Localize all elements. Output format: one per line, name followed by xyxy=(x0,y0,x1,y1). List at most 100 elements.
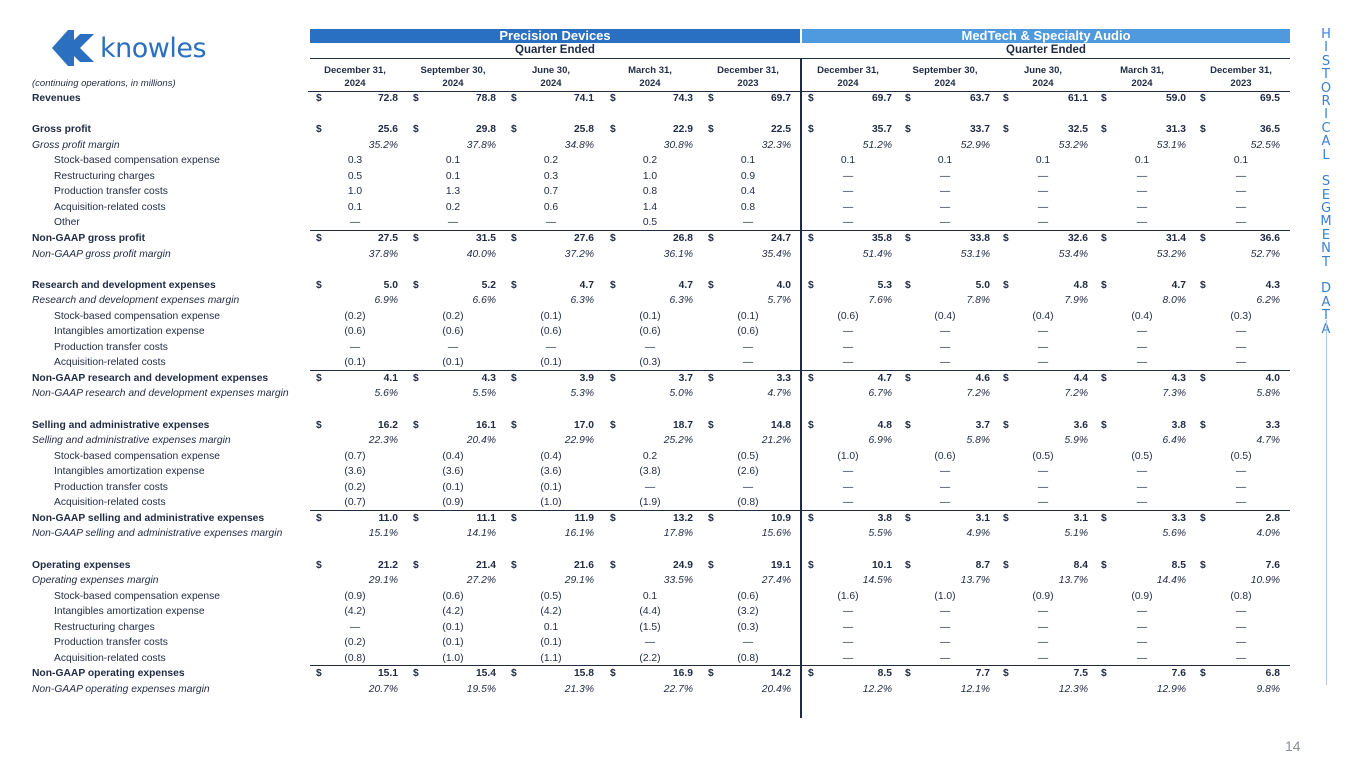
dollar-sign: $ xyxy=(808,419,814,431)
cell-value: 0.2 xyxy=(642,450,658,462)
cell-value: 24.7 xyxy=(770,232,791,244)
dollar-sign: $ xyxy=(905,372,911,384)
cell-value: (4.2) xyxy=(344,606,366,618)
segment-header-medtech: MedTech & Specialty Audio xyxy=(802,29,1290,43)
cell-value: 15.8 xyxy=(573,668,594,680)
table-row: Production transfer costs — — — — — — — — — — xyxy=(32,340,1292,356)
side-title-letter: S xyxy=(1321,174,1333,190)
cell-value: 0.1 xyxy=(347,201,363,213)
cell-value: (0.6) xyxy=(837,310,859,322)
column-header-date: June 30, xyxy=(531,65,571,76)
cell-value: 3.9 xyxy=(579,372,594,384)
cell-value: — xyxy=(1037,652,1049,664)
side-title-letter: I xyxy=(1324,40,1330,56)
table-row: Intangibles amortization expense (0.6) (0.… xyxy=(32,324,1292,340)
cell-value: 7.6 xyxy=(1171,668,1186,680)
cell-value: 10.1 xyxy=(871,559,892,571)
cell-value: 10.9 xyxy=(770,512,791,524)
cell-value: — xyxy=(939,481,951,493)
cell-value: (0.1) xyxy=(442,637,464,649)
cell-value: — xyxy=(742,217,754,229)
dollar-sign: $ xyxy=(316,279,322,291)
cell-value: 7.2% xyxy=(1064,388,1088,400)
cell-value: — xyxy=(842,481,854,493)
table-row: Non-GAAP operating expenses margin 20.7% 1… xyxy=(32,682,1292,698)
column-header-date: December 31, xyxy=(717,65,779,76)
cell-value: 31.3 xyxy=(1165,124,1186,136)
cell-value: 0.5 xyxy=(347,170,363,182)
cell-value: 4.7 xyxy=(1171,279,1186,291)
cell-value: (1.0) xyxy=(540,497,562,509)
cell-value: 12.2% xyxy=(862,683,892,695)
row-label: Production transfer costs xyxy=(54,481,168,493)
cell-value: 53.1% xyxy=(960,248,990,260)
row-label: Non-GAAP research and development expens… xyxy=(32,372,269,384)
side-title-letter: O xyxy=(1320,80,1334,96)
table-row: Stock-based compensation expense (0.9) (0.… xyxy=(32,589,1292,605)
dollar-sign: $ xyxy=(708,372,714,384)
cell-value: (0.7) xyxy=(344,497,366,509)
cell-value: 0.1 xyxy=(642,590,658,602)
cell-value: 4.7% xyxy=(767,388,791,400)
cell-value: — xyxy=(1235,652,1247,664)
cell-value: — xyxy=(939,606,951,618)
dollar-sign: $ xyxy=(413,559,419,571)
cell-value: (3.6) xyxy=(344,466,366,478)
cell-value: (0.1) xyxy=(737,310,759,322)
column-header-date: March 31, xyxy=(628,65,672,76)
cell-value: — xyxy=(1037,466,1049,478)
column-header: March 31, 2024 xyxy=(1097,64,1187,90)
cell-value: (1.6) xyxy=(837,590,859,602)
dollar-sign: $ xyxy=(1101,232,1107,244)
cell-value: (1.0) xyxy=(442,652,464,664)
cell-value: (0.1) xyxy=(442,357,464,369)
cell-value: 7.6 xyxy=(1265,559,1280,571)
cell-value: — xyxy=(842,326,854,338)
cell-value: 61.1 xyxy=(1067,93,1088,104)
cell-value: 0.8 xyxy=(740,201,756,213)
cell-value: (0.5) xyxy=(1032,450,1054,462)
dollar-sign: $ xyxy=(905,93,911,104)
dollar-sign: $ xyxy=(610,93,616,104)
cell-value: 24.9 xyxy=(672,559,693,571)
table-row: Other — — — 0.5 — — — — — — xyxy=(32,215,1292,231)
cell-value: 1.0 xyxy=(642,170,658,182)
cell-value: 4.0 xyxy=(1265,372,1280,384)
cell-value: 22.5 xyxy=(770,124,791,136)
unit-label: (continuing operations, in millions) xyxy=(32,78,176,89)
cell-value: — xyxy=(1136,637,1148,649)
dollar-sign: $ xyxy=(808,93,814,104)
cell-value: 0.2 xyxy=(543,155,559,167)
cell-value: 5.8% xyxy=(1256,388,1280,400)
cell-value: (0.2) xyxy=(344,637,366,649)
table-row: Selling and administrative expenses $16.2… xyxy=(32,418,1292,434)
cell-value: (0.6) xyxy=(540,326,562,338)
cell-value: — xyxy=(1136,481,1148,493)
cell-value: 4.3 xyxy=(481,372,496,384)
row-label: Stock-based compensation expense xyxy=(54,590,220,602)
column-header-date: March 31, xyxy=(1120,65,1164,76)
dollar-sign: $ xyxy=(808,232,814,244)
dollar-sign: $ xyxy=(1101,372,1107,384)
cell-value: 4.7 xyxy=(877,372,892,384)
column-header: June 30, 2024 xyxy=(506,64,596,90)
subtotal-rule xyxy=(802,665,1290,667)
side-title-letter: M xyxy=(1320,214,1334,230)
cell-value: (0.2) xyxy=(344,481,366,493)
row-label: Production transfer costs xyxy=(54,637,168,649)
cell-value: 21.2% xyxy=(761,435,791,447)
cell-value: 20.4% xyxy=(466,435,496,447)
cell-value: 7.6% xyxy=(868,295,892,307)
side-title-letter: L xyxy=(1322,147,1332,163)
column-header-year: 2024 xyxy=(442,78,464,89)
cell-value: 29.1% xyxy=(564,575,594,587)
cell-value: 6.6% xyxy=(472,295,496,307)
cell-value: — xyxy=(1235,606,1247,618)
cell-value: — xyxy=(842,341,854,353)
cell-value: 4.3 xyxy=(1265,279,1280,291)
dollar-sign: $ xyxy=(511,559,517,571)
cell-value: 4.7% xyxy=(1256,435,1280,447)
cell-value: 0.1 xyxy=(445,155,461,167)
cell-value: 0.1 xyxy=(1035,155,1051,167)
dollar-sign: $ xyxy=(708,559,714,571)
